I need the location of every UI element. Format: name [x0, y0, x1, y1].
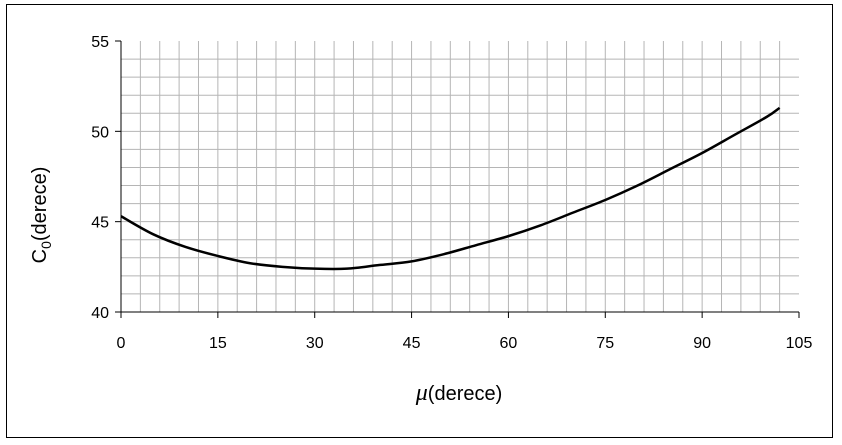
x-tick-label: 0 [117, 335, 126, 352]
x-axis-label-unit: (derece) [428, 383, 502, 405]
y-axis-label-subscript: 0 [38, 241, 54, 249]
grid [121, 41, 799, 312]
y-tick-label: 55 [91, 34, 109, 51]
x-tick-label: 30 [306, 335, 324, 352]
x-axis-label-symbol: μ [415, 380, 428, 406]
x-tick-label: 75 [596, 335, 614, 352]
y-axis-label-unit: (derece) [29, 167, 51, 241]
x-tick-label: 90 [693, 335, 711, 352]
x-tick-label: 45 [403, 335, 421, 352]
tick-labels: 0 15 30 45 60 75 90 105 40 45 50 55 [91, 34, 812, 352]
y-axis-label-main: C [29, 249, 51, 263]
series [120, 106, 781, 271]
x-tick-label: 105 [786, 335, 813, 352]
chart-frame [6, 4, 833, 438]
x-tick-label: 60 [500, 335, 518, 352]
axes [115, 40, 800, 318]
x-tick-label: 15 [209, 335, 227, 352]
y-axis-label: C0(derece) [29, 167, 54, 264]
y-tick-label: 50 [91, 124, 109, 141]
y-tick-label: 40 [91, 305, 109, 322]
x-axis-label: μ(derece) [415, 380, 503, 406]
series-line-0 [120, 106, 781, 271]
y-tick-label: 45 [91, 215, 109, 232]
